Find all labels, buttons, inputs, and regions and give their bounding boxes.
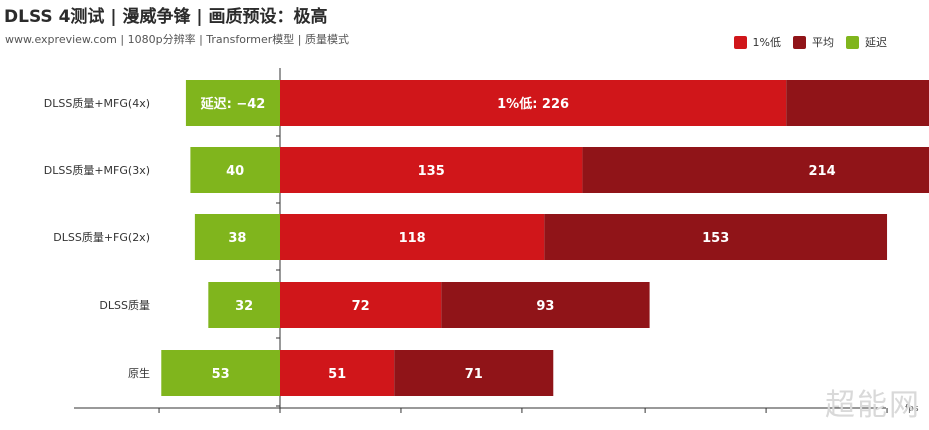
data-label-latency: 38 [228, 231, 246, 246]
bar-latency[interactable] [208, 282, 280, 328]
bar-1pct-low[interactable] [280, 214, 545, 260]
data-label-1pct-low: 118 [399, 231, 426, 246]
bar-average[interactable] [394, 350, 554, 396]
data-label-1pct-low: 51 [328, 367, 346, 382]
chart-subtitle: www.expreview.com | 1080p分辨率 | Transform… [5, 33, 349, 46]
bar-latency[interactable] [190, 147, 280, 193]
bar-latency[interactable] [161, 350, 280, 396]
chart-legend: 1%低 平均 延迟 [733, 34, 887, 50]
legend-swatch-average [793, 35, 806, 49]
legend-swatch-latency [846, 35, 859, 49]
data-label-latency: 53 [212, 367, 230, 382]
category-label: DLSS质量+MFG(3x) [44, 164, 150, 177]
data-label-latency: 32 [235, 299, 253, 314]
data-label-average: 93 [536, 299, 554, 314]
bar-1pct-low[interactable] [280, 147, 583, 193]
legend-label-latency: 延迟 [865, 36, 887, 49]
bar-latency[interactable] [194, 214, 280, 260]
data-label-average: 214 [809, 164, 836, 179]
data-label-average: 153 [702, 231, 729, 246]
x-axis-unit-label: fps [905, 404, 919, 414]
data-label-1pct-low: 72 [352, 299, 370, 314]
legend-item-average[interactable]: 平均 [793, 34, 834, 50]
data-label-latency: 延迟: −42 [200, 96, 266, 112]
bar-1pct-low[interactable] [280, 282, 442, 328]
category-label: 原生 [128, 366, 150, 380]
bar-average[interactable] [786, 80, 929, 126]
bar-1pct-low[interactable] [280, 350, 395, 396]
bar-1pct-low[interactable] [280, 80, 787, 126]
legend-label-1pct-low: 1%低 [752, 36, 781, 49]
category-label: DLSS质量+FG(2x) [53, 231, 150, 244]
bar-average[interactable] [582, 147, 929, 193]
bar-average[interactable] [544, 214, 888, 260]
data-label-latency: 40 [226, 164, 244, 179]
data-label-1pct-low: 1%低: 226 [497, 96, 569, 112]
chart-title: DLSS 4测试 | 漫威争锋 | 画质预设：极高 [4, 7, 328, 27]
watermark: 超能网 [825, 388, 921, 423]
bar-average[interactable] [441, 282, 650, 328]
legend-label-average: 平均 [812, 36, 834, 49]
category-label: DLSS质量+MFG(4x) [44, 97, 150, 110]
legend-item-1pct-low[interactable]: 1%低 [733, 34, 781, 50]
data-label-1pct-low: 135 [418, 164, 445, 179]
legend-item-latency[interactable]: 延迟 [846, 34, 887, 50]
bar-latency[interactable] [185, 80, 280, 126]
category-label: DLSS质量 [99, 299, 150, 312]
data-label-average: 71 [465, 367, 483, 382]
legend-swatch-1pct-low [733, 35, 747, 49]
